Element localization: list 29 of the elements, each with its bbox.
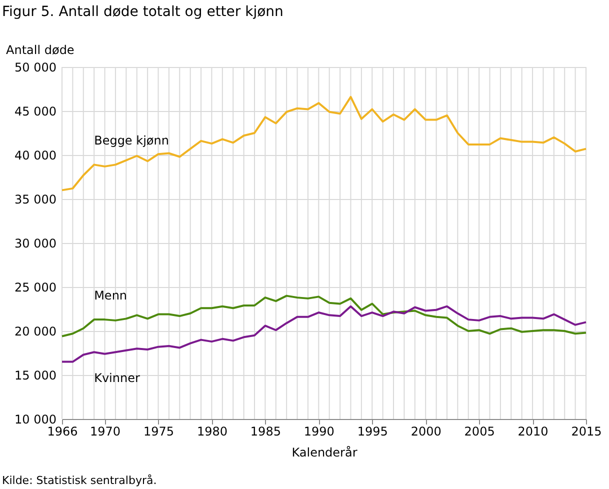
x-tick-label: 2015 bbox=[571, 424, 602, 438]
y-tick-label: 30 000 bbox=[14, 236, 56, 250]
x-axis-title: Kalenderår bbox=[292, 446, 358, 460]
y-tick-label: 10 000 bbox=[14, 412, 56, 426]
x-tick-label: 1995 bbox=[357, 424, 388, 438]
x-tick-label: 1970 bbox=[90, 424, 121, 438]
x-tick-label: 1990 bbox=[304, 424, 334, 438]
series-label: Begge kjønn bbox=[94, 134, 169, 148]
text: Kilde: Statistisk sentralbyrå. bbox=[2, 474, 157, 487]
x-tick-label: 1985 bbox=[250, 424, 281, 438]
line-series bbox=[61, 305, 587, 363]
x-tick-label: 1980 bbox=[196, 424, 228, 438]
x-tick-label: 1975 bbox=[143, 424, 174, 438]
series-label: Kvinner bbox=[94, 371, 140, 386]
series-label: Menn bbox=[94, 288, 128, 303]
y-tick-label: 35 000 bbox=[14, 192, 56, 206]
y-axis-title: Antall døde bbox=[6, 43, 74, 57]
y-tick-label: 25 000 bbox=[14, 280, 56, 294]
y-tick-label: 45 000 bbox=[14, 104, 56, 118]
line-series bbox=[61, 96, 587, 192]
y-tick-label: 50 000 bbox=[14, 60, 56, 74]
y-tick-label: 40 000 bbox=[14, 148, 56, 162]
x-tick-label: 2000 bbox=[410, 424, 442, 438]
y-tick-label: 20 000 bbox=[14, 324, 56, 338]
x-tick-label: 2005 bbox=[464, 424, 495, 438]
x-tick-label: 2010 bbox=[518, 424, 548, 438]
x-tick-label: 1966 bbox=[47, 424, 78, 438]
chart-title: Figur 5. Antall døde totalt og etter kjønn bbox=[2, 4, 284, 20]
y-tick-label: 15 000 bbox=[14, 368, 56, 382]
